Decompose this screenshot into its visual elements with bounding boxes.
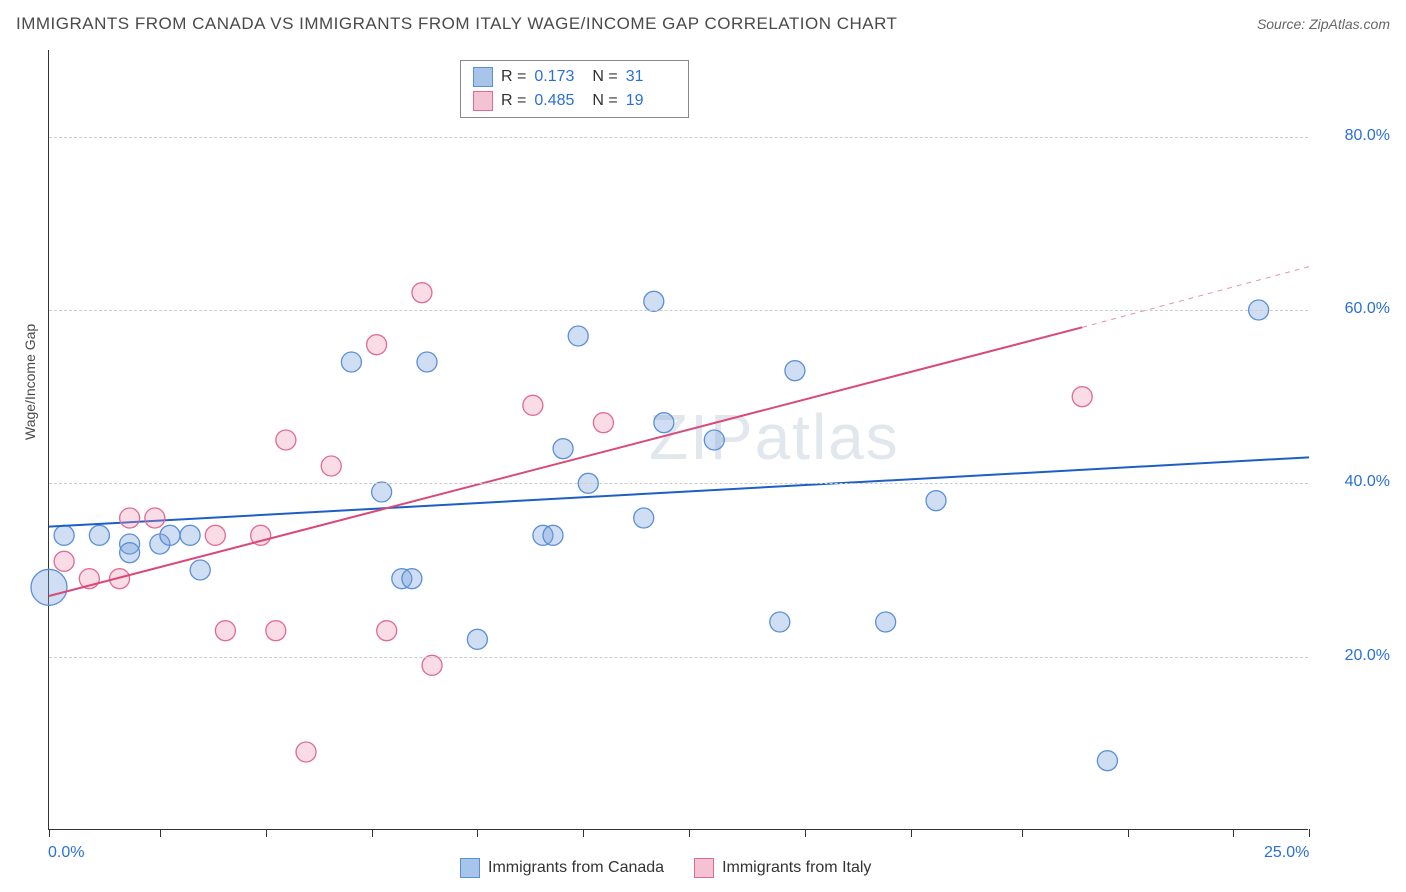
x-tick — [1233, 829, 1234, 837]
gridline — [49, 137, 1308, 138]
data-point — [654, 413, 674, 433]
x-tick — [49, 829, 50, 837]
x-tick-label: 0.0% — [48, 844, 84, 862]
legend-n-label: N = — [592, 89, 617, 113]
legend-n-value: 19 — [626, 89, 676, 113]
data-point — [467, 629, 487, 649]
legend-n-value: 31 — [626, 65, 676, 89]
x-tick — [1022, 829, 1023, 837]
data-point — [785, 361, 805, 381]
data-point — [523, 395, 543, 415]
data-point — [54, 551, 74, 571]
legend-series-label: Immigrants from Italy — [722, 859, 871, 877]
x-tick — [911, 829, 912, 837]
data-point — [160, 525, 180, 545]
data-point — [54, 525, 74, 545]
y-tick-label: 60.0% — [1320, 300, 1390, 318]
x-tick — [1128, 829, 1129, 837]
gridline — [49, 657, 1308, 658]
chart-svg — [49, 50, 1308, 829]
data-point — [644, 291, 664, 311]
data-point — [266, 621, 286, 641]
plot-area: ZIPatlas — [48, 50, 1308, 830]
data-point — [422, 655, 442, 675]
data-point — [31, 569, 67, 605]
legend-correlation: R = 0.173 N = 31 R = 0.485 N = 19 — [460, 60, 689, 118]
data-point — [402, 569, 422, 589]
x-tick — [1309, 829, 1310, 837]
gridline — [49, 310, 1308, 311]
x-tick — [160, 829, 161, 837]
data-point — [341, 352, 361, 372]
data-point — [180, 525, 200, 545]
data-point — [417, 352, 437, 372]
data-point — [120, 508, 140, 528]
data-point — [372, 482, 392, 502]
legend-r-label: R = — [501, 89, 526, 113]
data-point — [120, 543, 140, 563]
data-point — [543, 525, 563, 545]
data-point — [876, 612, 896, 632]
data-point — [215, 621, 235, 641]
data-point — [634, 508, 654, 528]
y-tick-label: 40.0% — [1320, 473, 1390, 491]
x-tick — [266, 829, 267, 837]
legend-swatch — [473, 67, 493, 87]
x-tick — [477, 829, 478, 837]
x-tick — [689, 829, 690, 837]
legend-r-value: 0.485 — [534, 89, 584, 113]
x-tick — [372, 829, 373, 837]
data-point — [205, 525, 225, 545]
data-point — [321, 456, 341, 476]
data-point — [145, 508, 165, 528]
data-point — [296, 742, 316, 762]
legend-series-item: Immigrants from Italy — [694, 858, 871, 878]
x-tick-label: 25.0% — [1264, 844, 1309, 862]
x-tick — [805, 829, 806, 837]
legend-series-item: Immigrants from Canada — [460, 858, 664, 878]
data-point — [89, 525, 109, 545]
legend-series: Immigrants from Canada Immigrants from It… — [460, 858, 871, 878]
data-point — [377, 621, 397, 641]
data-point — [190, 560, 210, 580]
legend-n-label: N = — [592, 65, 617, 89]
data-point — [276, 430, 296, 450]
data-point — [1072, 387, 1092, 407]
legend-swatch — [694, 858, 714, 878]
data-point — [593, 413, 613, 433]
legend-row: R = 0.173 N = 31 — [473, 65, 676, 89]
y-axis-label: Wage/Income Gap — [22, 324, 38, 440]
legend-row: R = 0.485 N = 19 — [473, 89, 676, 113]
gridline — [49, 483, 1308, 484]
legend-r-value: 0.173 — [534, 65, 584, 89]
legend-r-label: R = — [501, 65, 526, 89]
data-point — [367, 335, 387, 355]
y-tick-label: 80.0% — [1320, 127, 1390, 145]
title-bar: IMMIGRANTS FROM CANADA VS IMMIGRANTS FRO… — [16, 14, 1390, 34]
data-point — [926, 491, 946, 511]
data-point — [704, 430, 724, 450]
data-point — [568, 326, 588, 346]
trend-line-extension — [1082, 267, 1309, 328]
x-tick — [583, 829, 584, 837]
data-point — [1097, 751, 1117, 771]
chart-title: IMMIGRANTS FROM CANADA VS IMMIGRANTS FRO… — [16, 14, 897, 34]
trend-line — [49, 457, 1309, 526]
source-label: Source: ZipAtlas.com — [1257, 16, 1390, 32]
legend-series-label: Immigrants from Canada — [488, 859, 664, 877]
legend-swatch — [473, 91, 493, 111]
data-point — [412, 283, 432, 303]
data-point — [553, 439, 573, 459]
data-point — [770, 612, 790, 632]
y-tick-label: 20.0% — [1320, 647, 1390, 665]
trend-line — [49, 327, 1082, 596]
legend-swatch — [460, 858, 480, 878]
